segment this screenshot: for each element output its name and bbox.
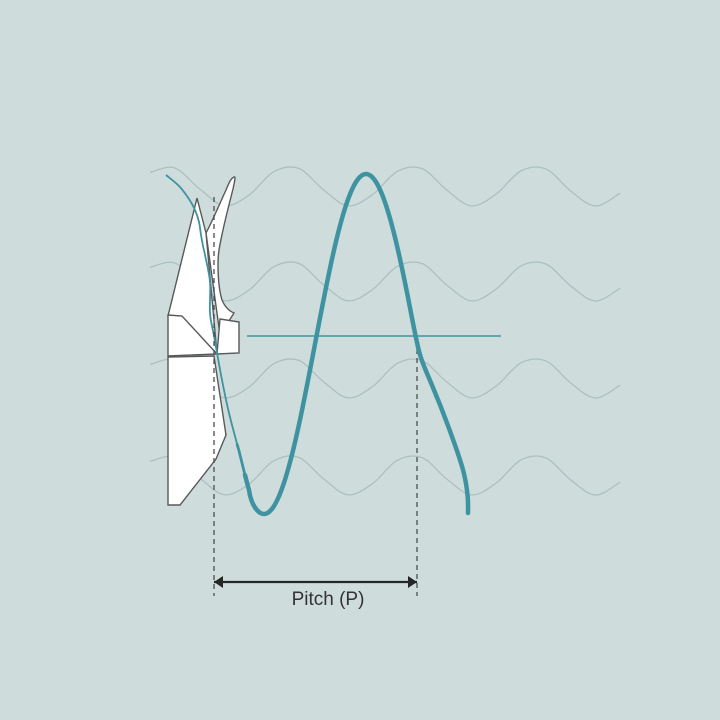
svg-text:Pitch (P): Pitch (P) bbox=[292, 589, 365, 610]
